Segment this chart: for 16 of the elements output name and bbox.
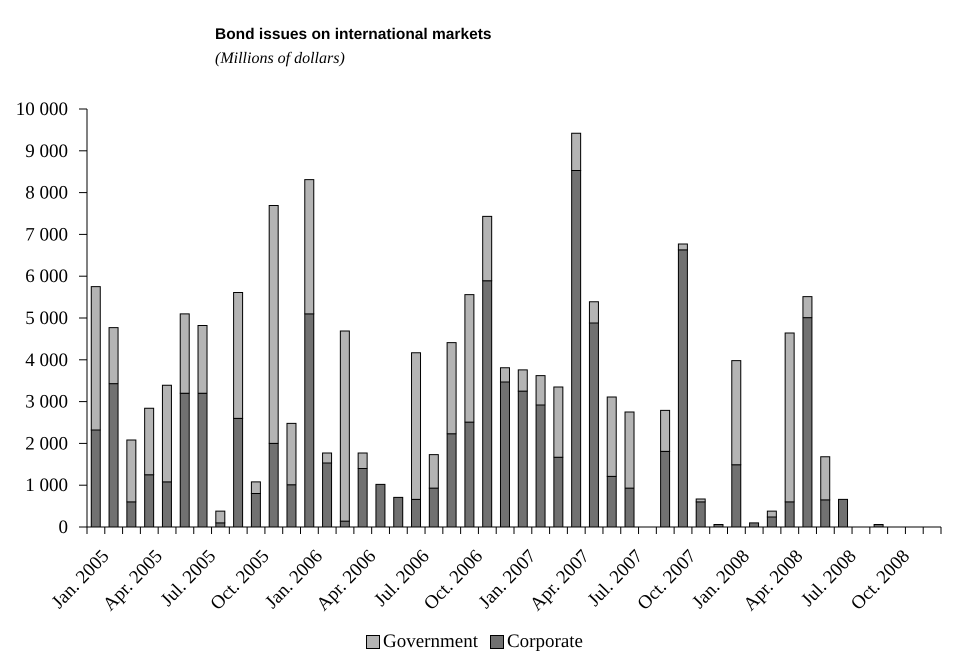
chart-title: Bond issues on international markets [215,26,492,44]
y-tick-label: 3 000 [25,392,68,413]
y-tick-label: 9 000 [25,140,68,162]
y-tick-label: 7 000 [25,224,68,246]
y-tick-label: 1 000 [25,475,68,496]
y-tick-label: 5 000 [25,308,68,329]
chart-subtitle: (Millions of dollars) [215,49,345,69]
y-tick-label: 4 000 [25,350,68,371]
y-tick-label: 0 [58,517,68,538]
y-tick-label: 2 000 [25,433,68,454]
y-tick-label: 6 000 [25,266,68,288]
legend-label: Corporate [507,631,583,653]
bar [215,510,226,524]
y-tick-label: 10 000 [16,99,68,120]
legend-label: Government [383,631,478,653]
y-tick-label: 8 000 [25,182,68,204]
